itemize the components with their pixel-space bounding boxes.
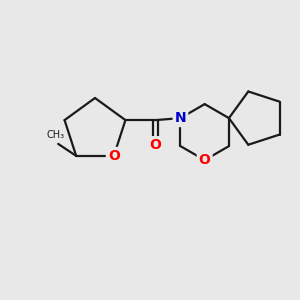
Text: N: N xyxy=(175,111,186,125)
Text: O: O xyxy=(199,153,211,167)
Text: O: O xyxy=(108,149,120,163)
Text: O: O xyxy=(149,138,161,152)
Text: CH₃: CH₃ xyxy=(46,130,64,140)
